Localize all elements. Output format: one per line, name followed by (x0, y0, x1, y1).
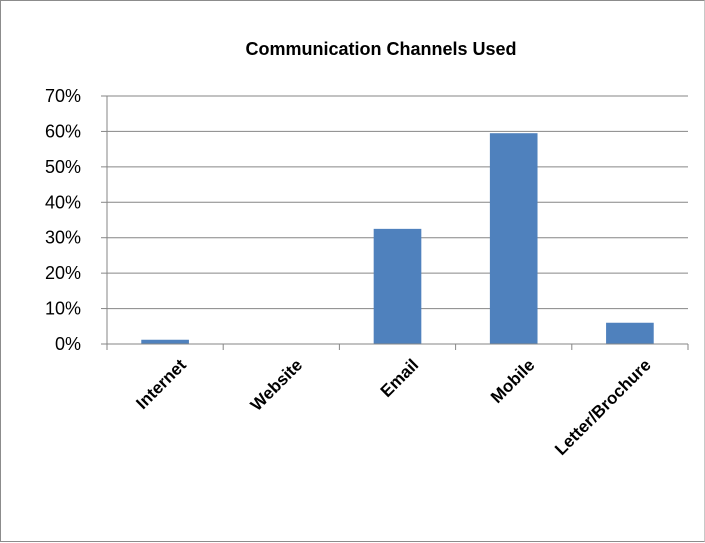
x-category-label: Website (247, 355, 306, 414)
y-tick-label: 20% (45, 263, 81, 283)
y-tick-label: 30% (45, 228, 81, 248)
y-tick-label: 10% (45, 299, 81, 319)
y-tick-label: 70% (45, 86, 81, 106)
bar-letter-brochure (606, 322, 654, 344)
x-category-labels: Internet Website Email Mobile Letter/Brochur… (132, 355, 654, 459)
bar-mobile (489, 133, 538, 344)
x-category-label: Mobile (487, 355, 539, 407)
y-tick-label: 60% (45, 121, 81, 141)
bars (141, 133, 654, 344)
y-tick-label: 0% (55, 334, 81, 354)
chart-title: Communication Channels Used (245, 39, 516, 59)
y-tick-labels: 0% 10% 20% 30% 40% 50% 60% 70% (45, 86, 81, 354)
axes (101, 95, 689, 350)
y-tick-label: 50% (45, 157, 81, 177)
bar-internet (141, 339, 189, 344)
x-category-label: Letter/Brochure (551, 355, 655, 459)
y-tick-label: 40% (45, 192, 81, 212)
x-category-label: Email (377, 355, 423, 401)
x-category-label: Internet (132, 355, 190, 413)
bar-email (373, 228, 422, 344)
